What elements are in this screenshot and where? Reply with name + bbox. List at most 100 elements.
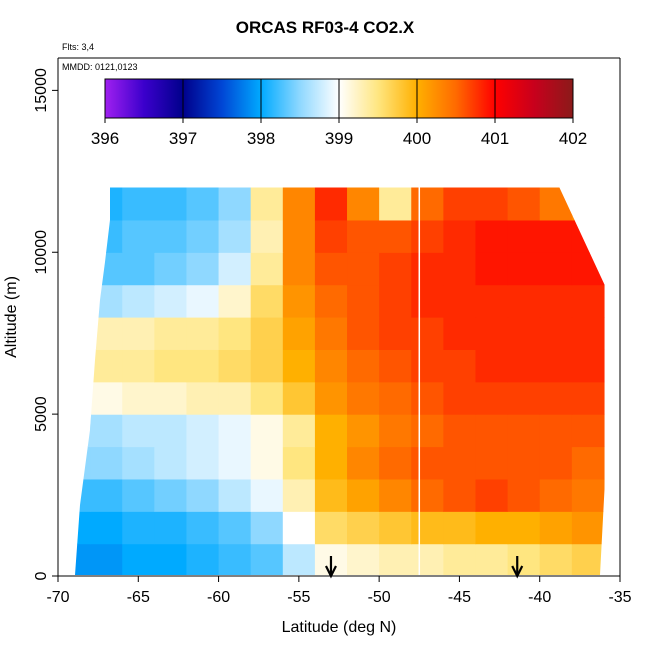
heatmap-cell: [443, 349, 477, 383]
heatmap-cell: [571, 349, 605, 383]
heatmap-cell: [539, 349, 573, 383]
heatmap-cell: [250, 478, 284, 512]
heatmap-cell: [379, 349, 412, 383]
heatmap-cell: [186, 381, 220, 415]
colorbar-tick-label: 399: [325, 129, 353, 148]
heatmap-cell: [507, 381, 541, 415]
heatmap-cell: [507, 284, 541, 318]
heatmap-cell: [539, 317, 573, 350]
heatmap-cell: [90, 252, 123, 286]
heatmap-cell: [443, 219, 477, 253]
heatmap-cell: [186, 317, 220, 350]
x-tick-label: -45: [448, 589, 471, 606]
heatmap-cell: [379, 317, 412, 350]
flights-annotation: Flts: 3,4: [62, 42, 95, 52]
heatmap-cell: [379, 187, 412, 221]
heatmap-cell: [347, 543, 380, 575]
heatmap-cell: [507, 219, 541, 253]
heatmap-cell: [411, 349, 444, 383]
heatmap-cell: [122, 543, 155, 575]
heatmap-cell: [282, 284, 316, 318]
x-tick-label: -60: [207, 589, 230, 606]
heatmap-cell: [218, 219, 252, 253]
y-axis-label: Altitude (m): [3, 276, 20, 358]
heatmap-cell: [443, 414, 477, 448]
heatmap-cell: [90, 284, 123, 318]
heatmap-cell: [250, 414, 284, 448]
heatmap-cell: [411, 478, 444, 512]
y-tick-label: 5000: [33, 396, 50, 432]
heatmap-cell: [347, 478, 380, 512]
colorbar-tick-label: 398: [247, 129, 275, 148]
heatmap-cell: [314, 511, 348, 545]
heatmap-cell: [443, 543, 477, 575]
x-tick-label: -65: [127, 589, 150, 606]
heatmap-cell: [379, 543, 412, 575]
heatmap-cell: [314, 414, 348, 448]
heatmap-cell: [218, 252, 252, 286]
heatmap-cell: [347, 317, 380, 350]
heatmap-cell: [411, 219, 444, 253]
heatmap-cell: [250, 543, 284, 575]
colorbar-tick-label: 402: [559, 129, 587, 148]
heatmap-cell: [314, 381, 348, 415]
heatmap-cell: [475, 478, 509, 512]
heatmap-cell: [250, 317, 284, 350]
heatmap-cell: [347, 219, 380, 253]
heatmap-cell: [314, 187, 348, 221]
heatmap-cell: [411, 414, 444, 448]
heatmap-cell: [539, 252, 573, 286]
heatmap-cell: [443, 252, 477, 286]
heatmap-cell: [507, 187, 541, 221]
heatmap-cell: [186, 478, 220, 512]
heatmap-cell: [571, 317, 605, 350]
heatmap-cell: [122, 414, 155, 448]
heatmap-cell: [122, 317, 155, 350]
heatmap-cell: [507, 317, 541, 350]
heatmap-cell: [75, 219, 91, 253]
heatmap-cell: [90, 543, 123, 575]
colorbar-tick-label: 396: [91, 129, 119, 148]
heatmap-cell: [75, 381, 91, 415]
heatmap-cell: [314, 219, 348, 253]
colorbar-tick-label: 401: [481, 129, 509, 148]
heatmap-cell: [122, 219, 155, 253]
heatmap-cell: [347, 446, 380, 480]
heatmap-cell: [507, 511, 541, 545]
heatmap-cell: [571, 511, 605, 545]
heatmap-cell: [75, 446, 91, 480]
heatmap-cell: [122, 349, 155, 383]
heatmap-cell: [186, 252, 220, 286]
heatmap-cell: [218, 317, 252, 350]
heatmap-cell: [571, 284, 605, 318]
heatmap-cell: [122, 381, 155, 415]
heatmap-cell: [314, 349, 348, 383]
colorbar: 396 397 398 399 400 401 402: [91, 78, 587, 148]
heatmap-cell: [379, 284, 412, 318]
heatmap-cell: [75, 317, 91, 350]
heatmap-cell: [571, 543, 605, 575]
heatmap-cell: [314, 317, 348, 350]
heatmap-cell: [314, 478, 348, 512]
heatmap-cell: [411, 381, 444, 415]
heatmap-cell: [347, 511, 380, 545]
heatmap-cell: [154, 381, 188, 415]
heatmap-cell: [347, 381, 380, 415]
heatmap-cell: [75, 511, 91, 545]
heatmap-cell: [122, 284, 155, 318]
heatmap-cell: [186, 446, 220, 480]
axes: -70 -65 -60 -55 -50 -45 -40 -35 0 5000 10000 15000 L…: [3, 57, 632, 636]
heatmap-cell: [154, 317, 188, 350]
heatmap-cell: [186, 219, 220, 253]
x-tick-label: -35: [608, 589, 631, 606]
heatmap-cell: [475, 317, 509, 350]
heatmap-cell: [411, 446, 444, 480]
heatmap-cell: [571, 187, 605, 221]
heatmap-cell: [122, 478, 155, 512]
heatmap-cell: [250, 381, 284, 415]
heatmap-cell: [571, 381, 605, 415]
heatmap-cell: [75, 252, 91, 286]
heatmap-cell: [186, 511, 220, 545]
heatmap-cell: [218, 543, 252, 575]
